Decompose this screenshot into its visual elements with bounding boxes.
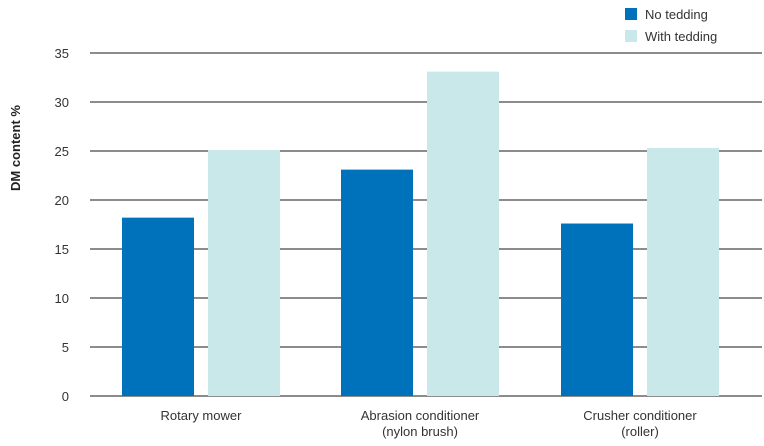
legend-swatch bbox=[625, 8, 637, 20]
bars bbox=[122, 71, 719, 397]
y-tick-label: 15 bbox=[55, 242, 69, 257]
y-tick-label: 25 bbox=[55, 144, 69, 159]
legend-label: No tedding bbox=[645, 7, 708, 22]
legend: No tedding With tedding bbox=[625, 7, 717, 44]
bar-no-tedding bbox=[341, 169, 413, 396]
y-tick-label: 30 bbox=[55, 95, 69, 110]
y-tick-label: 20 bbox=[55, 193, 69, 208]
x-category-label: (roller) bbox=[621, 424, 659, 439]
x-axis-categories: Rotary mower Abrasion conditioner(nylon b… bbox=[161, 408, 698, 439]
gridlines bbox=[90, 52, 762, 397]
y-tick-label: 10 bbox=[55, 291, 69, 306]
bar-no-tedding bbox=[122, 217, 194, 396]
x-category-label: Rotary mower bbox=[161, 408, 243, 423]
bar-with-tedding bbox=[647, 148, 719, 396]
bar-with-tedding bbox=[208, 150, 280, 396]
x-category-label: Crusher conditioner bbox=[583, 408, 697, 423]
legend-label: With tedding bbox=[645, 29, 717, 44]
y-axis-label: DM content % bbox=[8, 105, 23, 191]
x-category-label: (nylon brush) bbox=[382, 424, 458, 439]
y-axis-ticks: 0 5 10 15 20 25 30 35 bbox=[55, 46, 69, 404]
x-category-label: Abrasion conditioner bbox=[361, 408, 480, 423]
legend-swatch bbox=[625, 30, 637, 42]
y-tick-label: 35 bbox=[55, 46, 69, 61]
y-tick-label: 5 bbox=[62, 340, 69, 355]
y-tick-label: 0 bbox=[62, 389, 69, 404]
bar-no-tedding bbox=[561, 223, 633, 396]
bar-with-tedding bbox=[427, 71, 499, 397]
